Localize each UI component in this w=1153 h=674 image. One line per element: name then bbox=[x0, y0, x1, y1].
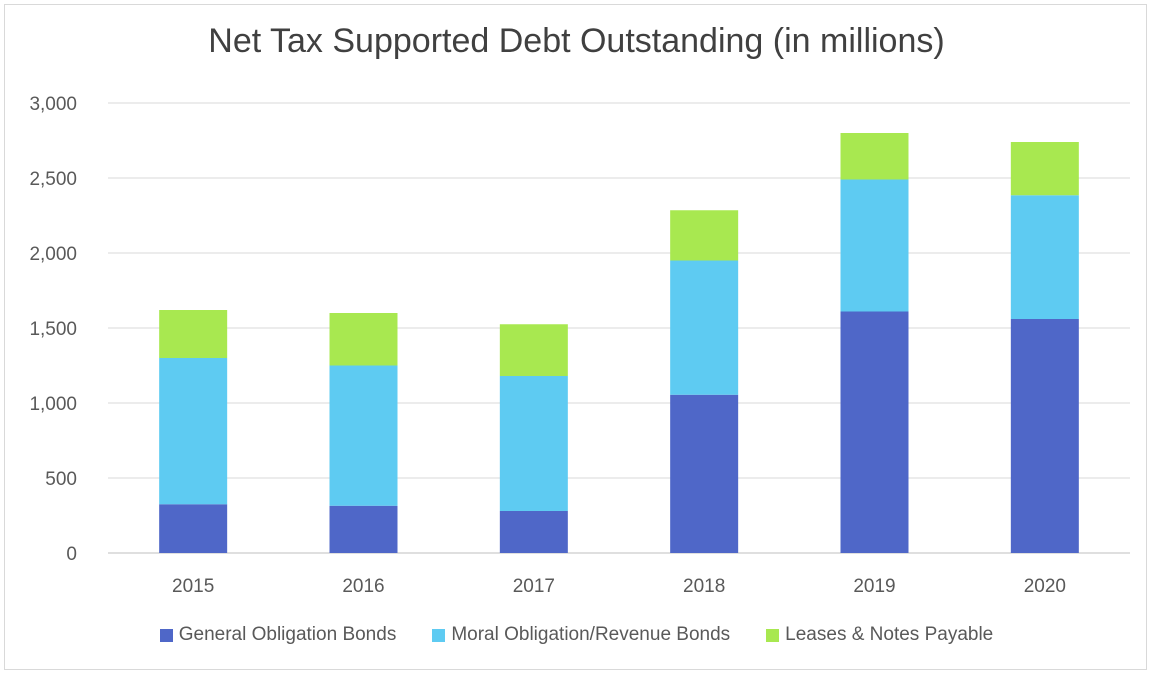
legend-label-leases-notes-payable: Leases & Notes Payable bbox=[785, 624, 994, 645]
legend-label-moral-obligation-revenue-bonds: Moral Obligation/Revenue Bonds bbox=[451, 624, 731, 645]
x-tick-label: 2018 bbox=[683, 576, 725, 597]
y-tick-label: 1,000 bbox=[29, 394, 77, 415]
bar-leases-notes-payable-2015 bbox=[159, 310, 228, 358]
bar-moral-obligation-revenue-bonds-2015 bbox=[159, 358, 228, 505]
bar-leases-notes-payable-2020 bbox=[1010, 142, 1079, 196]
bar-leases-notes-payable-2016 bbox=[329, 313, 398, 366]
bar-moral-obligation-revenue-bonds-2019 bbox=[840, 179, 909, 312]
legend-swatch-general-obligation-bonds bbox=[159, 628, 173, 642]
x-tick-label: 2015 bbox=[172, 576, 214, 597]
bar-general-obligation-bonds-2020 bbox=[1010, 319, 1079, 553]
x-tick-label: 2019 bbox=[853, 576, 895, 597]
y-tick-label: 2,000 bbox=[29, 244, 77, 265]
bar-moral-obligation-revenue-bonds-2016 bbox=[329, 365, 398, 506]
chart-legend: General Obligation Bonds Moral Obligatio… bbox=[0, 624, 1153, 646]
y-tick-label: 500 bbox=[45, 469, 77, 490]
bar-leases-notes-payable-2019 bbox=[840, 133, 909, 180]
legend-swatch-moral-obligation-revenue-bonds bbox=[432, 628, 446, 642]
bar-leases-notes-payable-2018 bbox=[670, 210, 739, 261]
x-tick-label: 2017 bbox=[513, 576, 555, 597]
y-tick-label: 2,500 bbox=[29, 169, 77, 190]
bar-general-obligation-bonds-2018 bbox=[670, 394, 739, 553]
bar-moral-obligation-revenue-bonds-2018 bbox=[670, 260, 739, 395]
bar-general-obligation-bonds-2016 bbox=[329, 505, 398, 553]
chart-title: Net Tax Supported Debt Outstanding (in m… bbox=[208, 22, 945, 60]
bar-general-obligation-bonds-2019 bbox=[840, 311, 909, 553]
x-tick-label: 2020 bbox=[1024, 576, 1066, 597]
legend-swatch-leases-notes-payable bbox=[766, 628, 780, 642]
bar-general-obligation-bonds-2015 bbox=[159, 504, 228, 553]
y-tick-label: 0 bbox=[66, 544, 77, 565]
bar-leases-notes-payable-2017 bbox=[499, 324, 568, 376]
legend-item-general-obligation-bonds: General Obligation Bonds bbox=[159, 624, 397, 646]
y-tick-label: 3,000 bbox=[29, 94, 77, 115]
legend-label-general-obligation-bonds: General Obligation Bonds bbox=[178, 624, 397, 645]
legend-item-moral-obligation-revenue-bonds: Moral Obligation/Revenue Bonds bbox=[432, 624, 730, 646]
y-tick-label: 1,500 bbox=[29, 319, 77, 340]
legend-item-leases-notes-payable: Leases & Notes Payable bbox=[766, 624, 993, 646]
bar-moral-obligation-revenue-bonds-2020 bbox=[1010, 195, 1079, 319]
bar-moral-obligation-revenue-bonds-2017 bbox=[499, 376, 568, 511]
bar-general-obligation-bonds-2017 bbox=[499, 511, 568, 553]
x-tick-label: 2016 bbox=[342, 576, 384, 597]
